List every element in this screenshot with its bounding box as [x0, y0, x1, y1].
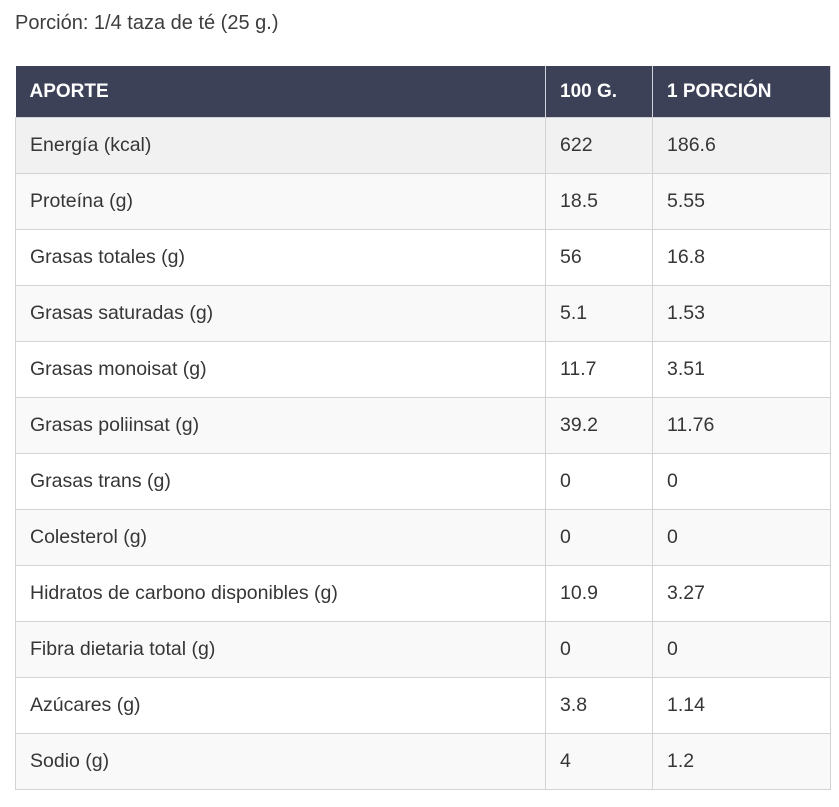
value-per-100g: 11.7: [545, 341, 653, 398]
value-per-portion: 186.6: [652, 117, 831, 174]
value-per-portion: 0: [652, 453, 831, 510]
table-row-colesterol: Colesterol (g) 0 0: [15, 509, 831, 566]
value-per-100g: 18.5: [545, 173, 653, 230]
nutrient-label: Energía (kcal): [15, 117, 546, 174]
column-header-aporte: APORTE: [15, 66, 546, 118]
value-per-100g: 10.9: [545, 565, 653, 622]
serving-size-text: Porción: 1/4 taza de té (25 g.): [15, 12, 279, 34]
table-row-fibra: Fibra dietaria total (g) 0 0: [15, 621, 831, 678]
nutrient-label: Grasas saturadas (g): [15, 285, 546, 342]
value-per-100g: 3.8: [545, 677, 653, 734]
table-row-energia: Energía (kcal) 622 186.6: [15, 117, 831, 174]
value-per-portion: 0: [652, 621, 831, 678]
nutrition-table: APORTE 100 G. 1 PORCIÓN Energía (kcal) 6…: [15, 66, 831, 790]
table-row-grasas-monoisat: Grasas monoisat (g) 11.7 3.51: [15, 341, 831, 398]
nutrient-label: Fibra dietaria total (g): [15, 621, 546, 678]
table-header-row: APORTE 100 G. 1 PORCIÓN: [15, 66, 831, 118]
value-per-100g: 0: [545, 621, 653, 678]
value-per-portion: 3.27: [652, 565, 831, 622]
value-per-100g: 0: [545, 509, 653, 566]
table-row-hidratos: Hidratos de carbono disponibles (g) 10.9…: [15, 565, 831, 622]
value-per-portion: 16.8: [652, 229, 831, 286]
nutrient-label: Grasas trans (g): [15, 453, 546, 510]
nutrient-label: Grasas poliinsat (g): [15, 397, 546, 454]
table-row-proteina: Proteína (g) 18.5 5.55: [15, 173, 831, 230]
value-per-100g: 0: [545, 453, 653, 510]
value-per-portion: 5.55: [652, 173, 831, 230]
value-per-100g: 39.2: [545, 397, 653, 454]
value-per-100g: 56: [545, 229, 653, 286]
nutrient-label: Hidratos de carbono disponibles (g): [15, 565, 546, 622]
value-per-100g: 622: [545, 117, 653, 174]
value-per-portion: 1.2: [652, 733, 831, 790]
nutrition-panel: Porción: 1/4 taza de té (25 g.) APORTE 1…: [15, 12, 831, 790]
table-row-sodio: Sodio (g) 4 1.2: [15, 733, 831, 790]
value-per-portion: 11.76: [652, 397, 831, 454]
nutrient-label: Proteína (g): [15, 173, 546, 230]
table-row-azucares: Azúcares (g) 3.8 1.14: [15, 677, 831, 734]
table-row-grasas-saturadas: Grasas saturadas (g) 5.1 1.53: [15, 285, 831, 342]
nutrient-label: Azúcares (g): [15, 677, 546, 734]
nutrient-label: Sodio (g): [15, 733, 546, 790]
value-per-portion: 3.51: [652, 341, 831, 398]
value-per-100g: 4: [545, 733, 653, 790]
nutrient-label: Grasas totales (g): [15, 229, 546, 286]
nutrient-label: Colesterol (g): [15, 509, 546, 566]
value-per-portion: 1.53: [652, 285, 831, 342]
table-row-grasas-poliinsat: Grasas poliinsat (g) 39.2 11.76: [15, 397, 831, 454]
column-header-100g: 100 G.: [545, 66, 653, 118]
value-per-100g: 5.1: [545, 285, 653, 342]
table-row-grasas-trans: Grasas trans (g) 0 0: [15, 453, 831, 510]
table-row-grasas-totales: Grasas totales (g) 56 16.8: [15, 229, 831, 286]
column-header-1porcion: 1 PORCIÓN: [652, 66, 831, 118]
nutrient-label: Grasas monoisat (g): [15, 341, 546, 398]
value-per-portion: 1.14: [652, 677, 831, 734]
value-per-portion: 0: [652, 509, 831, 566]
